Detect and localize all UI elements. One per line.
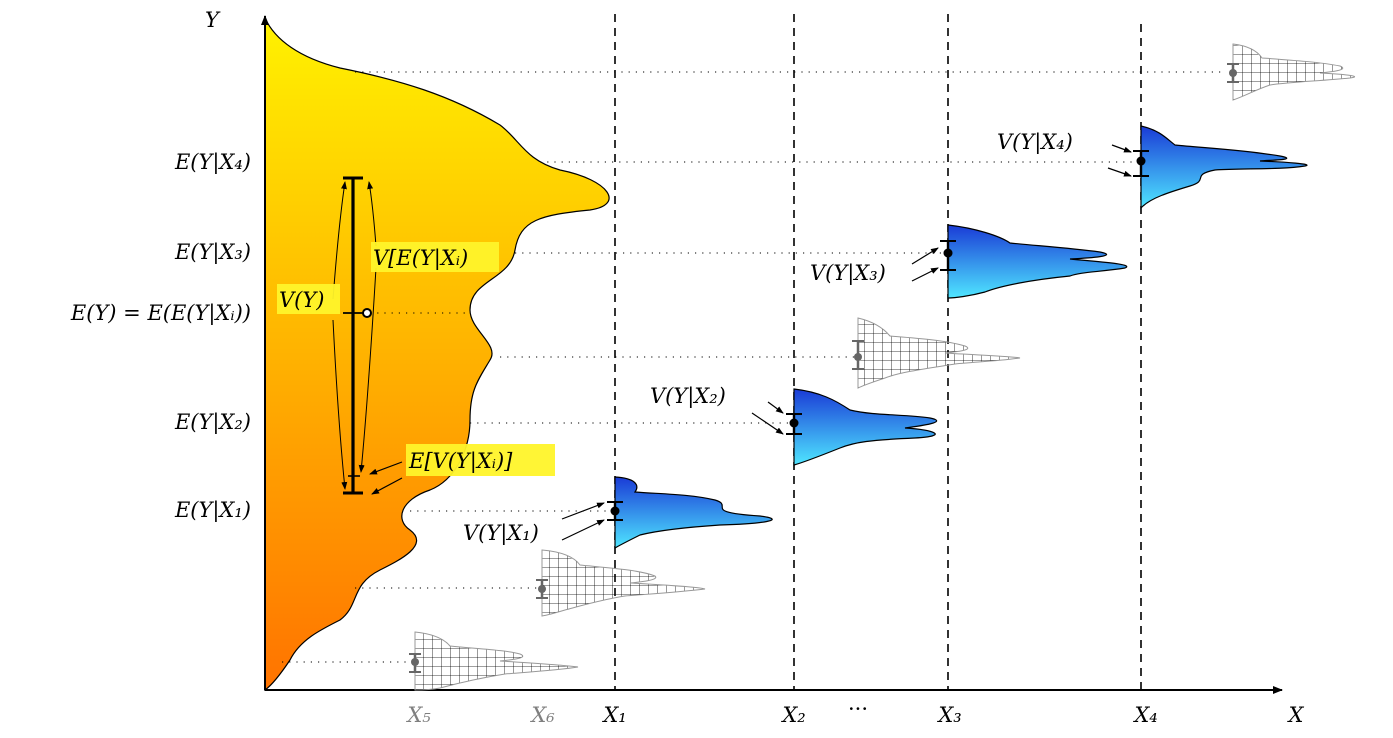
y-tick-e1: E(Y|X₁) <box>174 498 251 523</box>
arrow-v1-top <box>561 502 605 520</box>
conditional-distribution-x1 <box>614 476 773 550</box>
error-bar-x2 <box>786 413 802 435</box>
arrow-v4-top <box>1111 144 1132 153</box>
x-tick-x2: X₂ <box>780 703 805 727</box>
total-variance-bar <box>343 176 372 495</box>
x-tick-x4: X₄ <box>1132 703 1157 727</box>
arrow-v3-bottom <box>911 267 939 282</box>
ghost-distribution-mid <box>852 317 1021 389</box>
arrow-v2-bottom <box>751 412 784 435</box>
ghost-distribution-bottom <box>409 631 579 691</box>
highlight-mean-of-variance <box>406 444 555 476</box>
ghost-distribution-low <box>536 549 706 617</box>
x-axis-ellipsis: ··· <box>848 697 868 721</box>
label-v2: V(Y|X₂) <box>650 384 726 409</box>
x-tick-x1: X₁ <box>601 703 626 727</box>
x-axis-label: X <box>1287 703 1305 727</box>
conditional-distribution-x2 <box>793 388 938 466</box>
arrow-v4-bottom <box>1107 167 1132 177</box>
annotation-mean-of-variance: E[V(Y|Xᵢ)] <box>408 449 513 474</box>
arrow-v1-bottom <box>561 519 605 541</box>
x-tick-x6: X₆ <box>529 703 555 727</box>
x-tick-x5: X₅ <box>405 703 431 727</box>
label-v4: V(Y|X₄) <box>997 130 1073 155</box>
ghost-distribution-top <box>1227 43 1355 101</box>
y-tick-e2: E(Y|X₂) <box>174 410 251 435</box>
highlight-total-variance <box>277 284 340 314</box>
error-bar-x4 <box>1133 150 1149 177</box>
arrow-v2-top <box>767 401 784 414</box>
annotation-total-variance: V(Y) <box>279 288 324 312</box>
error-bar-x3 <box>940 240 956 271</box>
highlight-variance-of-mean <box>371 242 499 272</box>
x-tick-x3: X₃ <box>936 703 961 727</box>
y-axis-label: Y <box>205 8 221 32</box>
label-v3: V(Y|X₃) <box>810 261 886 286</box>
arrow-v3-top <box>911 247 939 265</box>
y-tick-ey: E(Y) = E(E(Y|Xᵢ)) <box>70 301 251 326</box>
marginal-distribution-shape <box>264 17 610 692</box>
y-tick-e3: E(Y|X₃) <box>174 240 251 265</box>
label-v1: V(Y|X₁) <box>463 521 539 546</box>
conditional-distribution-x4 <box>1140 125 1308 210</box>
y-tick-e4: E(Y|X₄) <box>174 150 251 175</box>
total-variance-arrows <box>332 181 403 495</box>
conditional-distribution-x3 <box>947 224 1128 299</box>
error-bar-x1 <box>607 501 623 521</box>
annotation-variance-of-mean: V[E(Y|Xᵢ) <box>373 246 468 271</box>
